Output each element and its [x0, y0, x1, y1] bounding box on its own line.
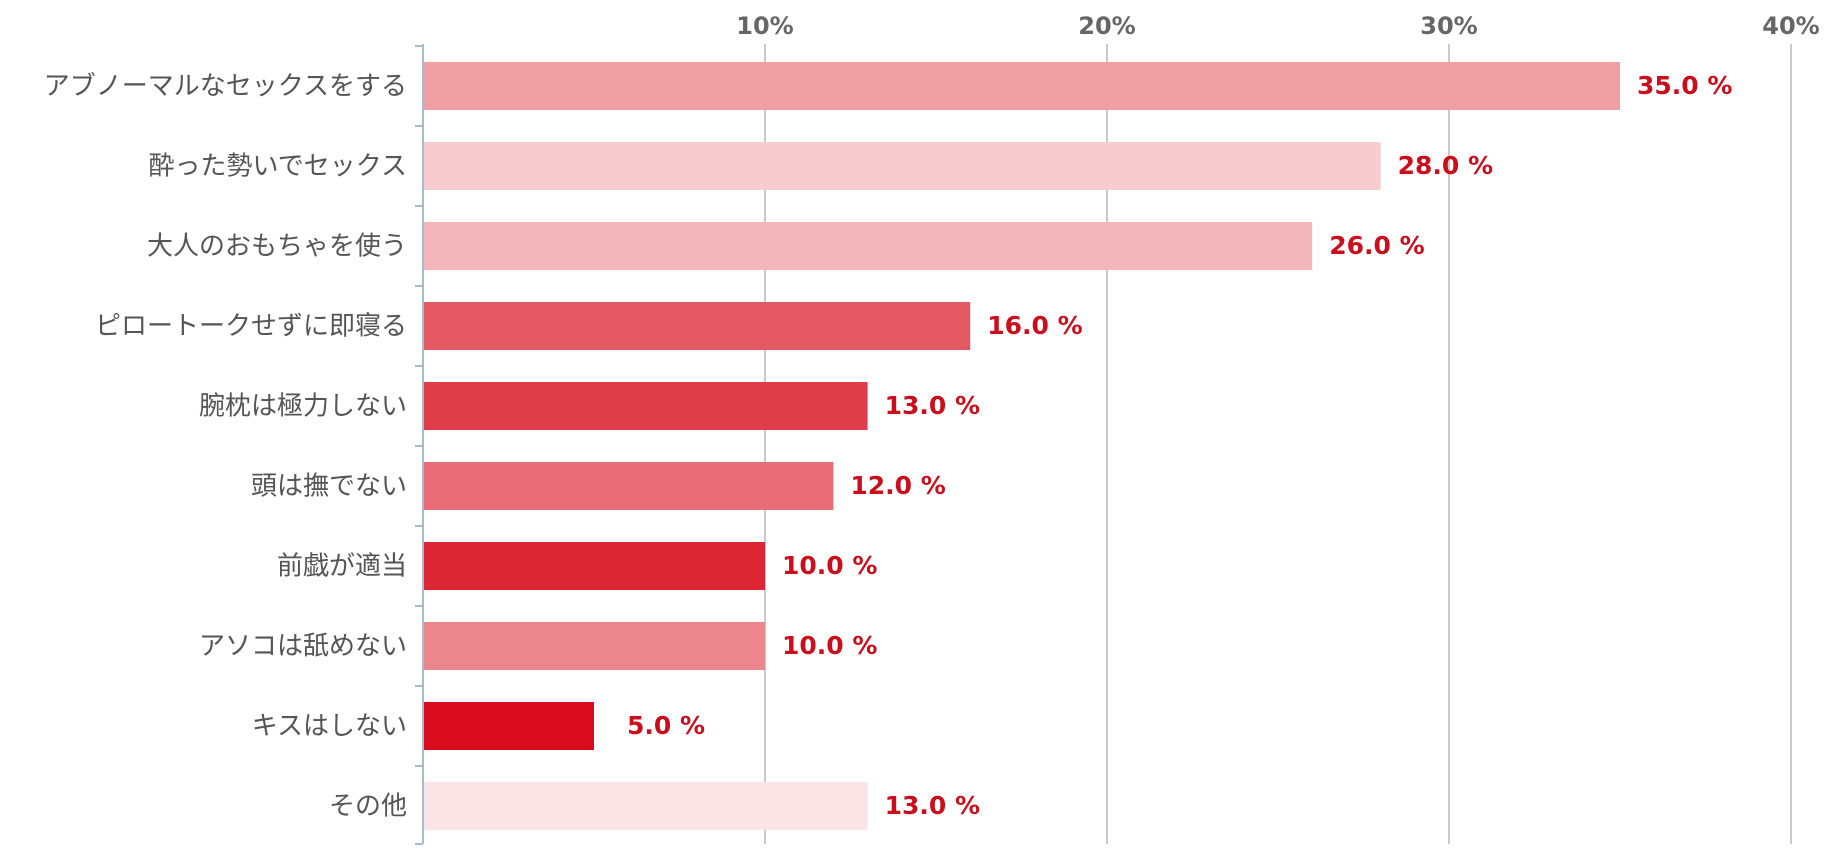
x-tick-label: 40%: [1762, 12, 1819, 40]
category-label: その他: [329, 792, 407, 822]
value-label: 13.0 %: [885, 791, 980, 820]
value-label: 5.0 %: [627, 711, 705, 740]
x-tick-label: 30%: [1420, 12, 1477, 40]
category-label: アブノーマルなセックスをする: [44, 72, 407, 102]
value-label: 35.0 %: [1637, 71, 1732, 100]
category-label: 酔った勢いでセックス: [149, 152, 407, 182]
bar: [424, 302, 971, 350]
value-label: 13.0 %: [885, 391, 980, 420]
x-tick-label: 10%: [736, 12, 793, 40]
bar: [424, 622, 765, 670]
bar: [424, 702, 594, 750]
bar: [424, 142, 1381, 190]
bar: [424, 382, 868, 430]
bar: [424, 462, 834, 510]
x-axis-ticks: 10% 20% 30% 40%: [736, 12, 1819, 40]
bar: [424, 542, 765, 590]
bars: [424, 62, 1620, 830]
y-axis: [415, 44, 424, 845]
value-labels: 35.0 % 28.0 % 26.0 % 16.0 % 13.0 % 12.0 % 10.0…: [627, 71, 1732, 820]
value-label: 16.0 %: [987, 311, 1082, 340]
x-tick-label: 20%: [1078, 12, 1135, 40]
category-label: アソコは舐めない: [199, 632, 407, 662]
value-label: 10.0 %: [782, 551, 877, 580]
category-label: 頭は撫でない: [251, 472, 407, 502]
value-label: 28.0 %: [1398, 151, 1493, 180]
category-label: 腕枕は極力しない: [199, 392, 407, 422]
bar: [424, 62, 1620, 110]
category-labels: アブノーマルなセックスをする酔った勢いでセックス大人のおもちゃを使うピロートーク…: [44, 72, 407, 822]
category-label: 前戯が適当: [277, 552, 407, 582]
value-label: 12.0 %: [850, 471, 945, 500]
category-label: キスはしない: [252, 712, 407, 742]
category-label: 大人のおもちゃを使う: [147, 232, 407, 262]
value-label: 26.0 %: [1329, 231, 1424, 260]
value-label: 10.0 %: [782, 631, 877, 660]
category-label: ピロートークせずに即寝る: [95, 312, 407, 342]
bar: [424, 782, 868, 830]
bar: [424, 222, 1313, 270]
